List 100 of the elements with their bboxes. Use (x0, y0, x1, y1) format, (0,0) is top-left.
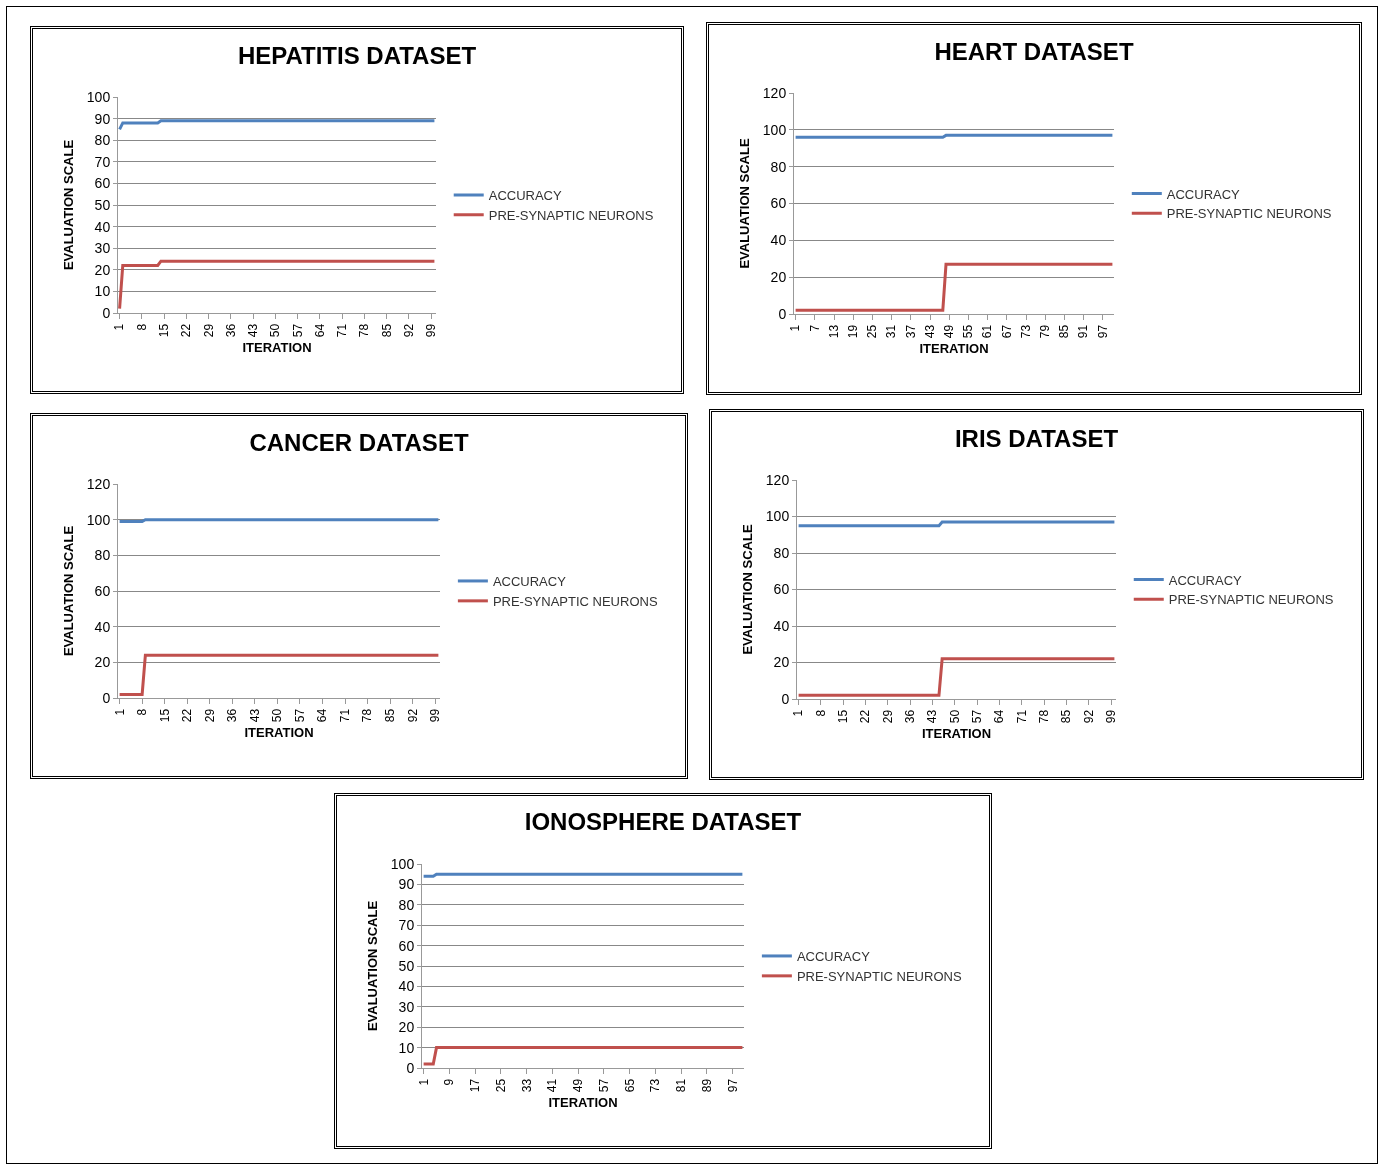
x-tick-label: 50 (268, 323, 283, 338)
x-axis-title: ITERATION (919, 340, 989, 356)
x-tick-label: 8 (134, 323, 149, 331)
legend-label: ACCURACY (488, 188, 562, 204)
y-tick-label: 50 (398, 957, 415, 974)
x-tick-label: 13 (826, 324, 841, 339)
y-tick-label: 20 (94, 261, 111, 278)
x-tick-label: 92 (405, 708, 420, 723)
x-tick-label: 1 (416, 1078, 431, 1086)
x-tick-label: 64 (992, 709, 1007, 724)
x-tick-label: 8 (135, 708, 150, 716)
x-tick-label: 8 (813, 709, 828, 717)
x-tick-label: 43 (247, 708, 262, 723)
x-tick-label: 57 (970, 709, 985, 724)
x-tick-label: 1 (788, 324, 803, 332)
x-tick-label: 85 (1059, 709, 1074, 724)
x-tick-label: 91 (1076, 324, 1091, 339)
x-tick-label: 85 (382, 708, 397, 723)
y-tick-label: 70 (398, 917, 415, 934)
y-tick-label: 20 (94, 654, 111, 671)
x-tick-label: 92 (401, 323, 416, 338)
x-tick-label: 71 (337, 708, 352, 723)
y-tick-label: 30 (398, 998, 415, 1015)
legend-label: PRE-SYNAPTIC NEURONS (1168, 592, 1334, 608)
x-tick-label: 57 (596, 1078, 611, 1093)
x-tick-label: 43 (246, 323, 261, 338)
y-tick-label: 10 (398, 1039, 415, 1056)
y-tick-label: 50 (94, 196, 111, 213)
x-axis-title: ITERATION (242, 339, 312, 355)
x-tick-label: 15 (157, 323, 172, 338)
legend-label: ACCURACY (1168, 572, 1243, 588)
x-tick-label: 22 (180, 708, 195, 723)
legend-label: PRE-SYNAPTIC NEURONS (492, 593, 658, 609)
x-axis-title: ITERATION (244, 724, 314, 740)
x-tick-label: 89 (699, 1078, 714, 1093)
x-tick-label: 22 (858, 709, 873, 724)
legend-label: ACCURACY (492, 574, 567, 590)
x-tick-label: 36 (223, 323, 238, 338)
x-tick-label: 1 (112, 708, 127, 716)
y-tick-label: 80 (770, 158, 787, 175)
x-tick-label: 61 (980, 324, 995, 339)
x-tick-label: 29 (201, 323, 216, 338)
x-tick-label: 78 (1037, 709, 1052, 724)
y-axis-title: EVALUATION SCALE (60, 139, 76, 271)
legend-label: PRE-SYNAPTIC NEURONS (796, 968, 962, 984)
x-tick-label: 29 (880, 709, 895, 724)
x-tick-label: 55 (961, 324, 976, 339)
y-tick-label: 60 (94, 175, 111, 192)
legend-label: PRE-SYNAPTIC NEURONS (488, 207, 654, 223)
y-tick-label: 60 (94, 582, 111, 599)
x-tick-label: 85 (379, 323, 394, 338)
y-tick-label: 40 (94, 218, 111, 235)
x-tick-label: 1 (112, 323, 127, 331)
y-tick-label: 40 (94, 618, 111, 635)
y-axis-title: EVALUATION SCALE (739, 524, 755, 655)
y-tick-label: 10 (94, 283, 111, 300)
x-tick-label: 36 (903, 709, 918, 724)
x-tick-label: 50 (947, 709, 962, 724)
x-tick-label: 33 (519, 1078, 534, 1093)
y-tick-label: 80 (94, 547, 111, 564)
x-tick-label: 92 (1081, 709, 1096, 724)
chart-title: HEPATITIS DATASET (237, 41, 477, 69)
y-tick-label: 40 (770, 232, 787, 249)
y-tick-label: 100 (762, 121, 787, 138)
x-tick-label: 99 (1104, 709, 1119, 724)
x-tick-label: 78 (360, 708, 375, 723)
y-tick-label: 20 (773, 654, 790, 671)
x-tick-label: 78 (357, 323, 372, 338)
x-axis-title: ITERATION (548, 1094, 618, 1110)
y-tick-label: 40 (398, 978, 415, 995)
x-tick-label: 41 (545, 1078, 560, 1093)
y-tick-label: 120 (86, 475, 111, 492)
x-tick-label: 25 (865, 324, 880, 339)
y-tick-label: 100 (86, 511, 111, 528)
x-tick-label: 64 (312, 323, 327, 338)
legend-label: PRE-SYNAPTIC NEURONS (1166, 206, 1332, 222)
x-tick-label: 50 (270, 708, 285, 723)
y-tick-label: 120 (765, 471, 790, 488)
y-tick-label: 60 (773, 581, 790, 598)
y-tick-label: 40 (773, 617, 790, 634)
x-tick-label: 79 (1038, 324, 1053, 339)
y-tick-label: 20 (770, 269, 787, 286)
x-tick-label: 97 (1095, 324, 1110, 339)
y-tick-label: 80 (94, 132, 111, 149)
x-tick-label: 49 (942, 324, 957, 339)
x-tick-label: 57 (290, 323, 305, 338)
x-tick-label: 73 (648, 1078, 663, 1093)
y-tick-label: 0 (781, 690, 790, 707)
y-tick-label: 0 (406, 1059, 415, 1076)
legend-label: ACCURACY (796, 949, 871, 965)
x-tick-label: 99 (428, 708, 443, 723)
x-tick-label: 73 (1018, 324, 1033, 339)
y-tick-label: 100 (765, 508, 790, 525)
y-axis-title: EVALUATION SCALE (736, 138, 752, 269)
x-tick-label: 85 (1057, 324, 1072, 339)
y-tick-label: 90 (94, 110, 111, 127)
x-tick-label: 81 (674, 1078, 689, 1093)
y-tick-label: 20 (398, 1019, 415, 1036)
x-tick-label: 15 (157, 708, 172, 723)
x-tick-label: 36 (225, 708, 240, 723)
